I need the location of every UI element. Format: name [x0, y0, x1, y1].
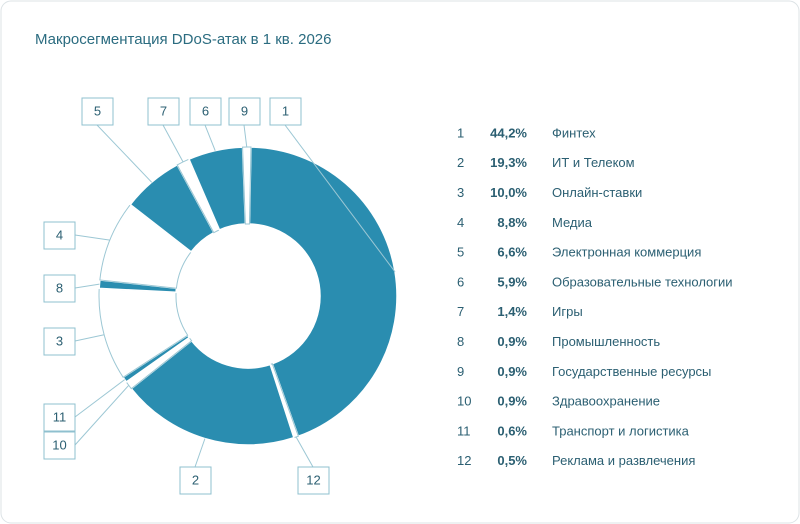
callout-box	[81, 97, 114, 126]
callout-label: 3	[56, 333, 63, 348]
callout-box	[43, 403, 76, 432]
leader-line	[74, 379, 125, 418]
callout-box	[228, 97, 261, 126]
callout-box	[147, 97, 180, 126]
legend-name: Медиа	[552, 215, 593, 230]
legend-number: 5	[457, 245, 464, 260]
leader-line	[74, 234, 110, 241]
legend-number: 10	[457, 394, 471, 409]
legend-number: 6	[457, 274, 464, 289]
chart-title: Макросегментация DDoS-атак в 1 кв. 2026	[35, 31, 331, 48]
legend-value: 19,3%	[490, 155, 527, 170]
callout-label: 11	[53, 409, 67, 424]
callout-label: 9	[241, 103, 248, 118]
legend-name: Игры	[552, 304, 583, 319]
legend-name: Реклама и развлечения	[552, 453, 695, 468]
leader-line	[194, 438, 206, 468]
callout-box	[43, 431, 76, 460]
legend-number: 2	[457, 155, 464, 170]
callout-box	[297, 466, 330, 495]
callout-label: 10	[52, 437, 66, 452]
legend-number: 1	[457, 125, 464, 140]
leader-line	[74, 334, 105, 342]
legend-number: 12	[457, 453, 471, 468]
legend-value: 1,4%	[497, 304, 527, 319]
leader-line	[204, 124, 216, 151]
legend-name: Промышленность	[552, 334, 660, 349]
legend-number: 11	[457, 423, 471, 438]
legend-name: Онлайн-ставки	[552, 185, 642, 200]
callout-label: 8	[56, 280, 63, 295]
callout-label: 12	[306, 472, 320, 487]
legend-name: Электронная коммерция	[552, 245, 701, 260]
legend-number: 7	[457, 304, 464, 319]
leader-line	[295, 436, 314, 468]
donut-slice	[248, 146, 398, 438]
legend-value: 10,0%	[490, 185, 527, 200]
legend-value: 0,9%	[497, 394, 527, 409]
legend-value: 0,9%	[497, 334, 527, 349]
callout-box	[269, 97, 302, 126]
legend-value: 44,2%	[490, 125, 527, 140]
callout-label: 7	[160, 103, 167, 118]
legend-value: 0,9%	[497, 364, 527, 379]
callout-label: 4	[56, 227, 63, 242]
legend-name: Транспорт и логистика	[552, 423, 690, 438]
leader-line	[74, 384, 130, 446]
leader-line	[284, 124, 396, 273]
leader-line	[74, 283, 100, 289]
legend-name: Здравоохранение	[552, 394, 660, 409]
callout-label: 1	[282, 103, 289, 118]
callout-box	[43, 327, 76, 356]
legend-number: 3	[457, 185, 464, 200]
legend-number: 9	[457, 364, 464, 379]
legend-value: 5,9%	[497, 274, 527, 289]
legend-number: 4	[457, 215, 464, 230]
callout-box	[43, 221, 76, 250]
donut-slice	[130, 339, 295, 446]
callout-label: 5	[94, 103, 101, 118]
leader-line	[162, 124, 184, 163]
callout-box	[179, 466, 212, 495]
legend-value: 8,8%	[497, 215, 527, 230]
legend-value: 0,5%	[497, 453, 527, 468]
legend-name: Образовательные технологии	[552, 274, 733, 289]
legend-name: Государственные ресурсы	[552, 364, 711, 379]
leader-line	[243, 124, 248, 148]
callout-label: 2	[192, 472, 199, 487]
callout-box	[43, 274, 76, 303]
donut-slice	[242, 146, 252, 225]
callout-box	[189, 97, 222, 126]
legend-value: 6,6%	[497, 245, 527, 260]
legend-value: 0,6%	[497, 423, 527, 438]
legend-name: Финтех	[552, 125, 596, 140]
legend-name: ИТ и Телеком	[552, 155, 635, 170]
legend-number: 8	[457, 334, 464, 349]
callout-label: 6	[202, 103, 209, 118]
leader-line	[96, 124, 153, 183]
